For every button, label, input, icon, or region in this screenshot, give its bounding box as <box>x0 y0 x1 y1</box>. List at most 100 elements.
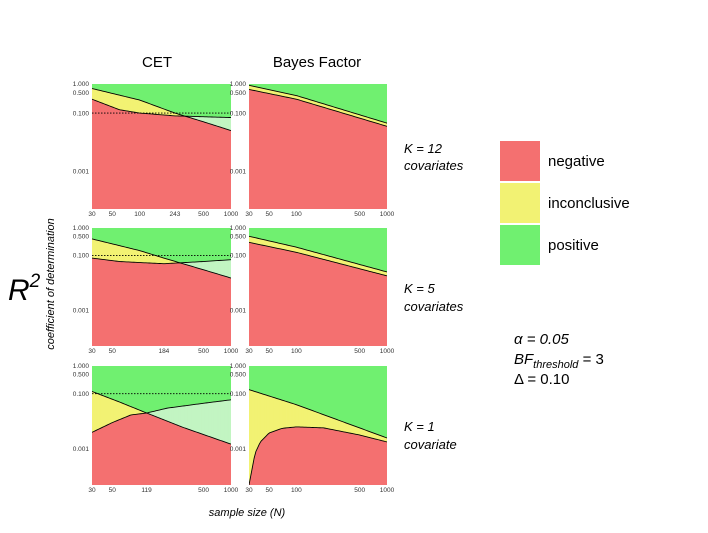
column-header-bayes-factor: Bayes Factor <box>273 54 361 71</box>
boundary-upper <box>249 84 387 124</box>
row-label-k12-line2: covariates <box>404 158 464 173</box>
param-bf-threshold: BFthreshold = 3 <box>514 351 604 371</box>
y-tick-label: 0.500 <box>73 233 90 240</box>
param-bf-subscript: threshold <box>533 359 579 371</box>
y-tick-label: 0.500 <box>73 372 90 379</box>
param-bf-prefix: BF <box>514 351 534 368</box>
decision-regions <box>249 366 387 485</box>
decision-regions <box>92 84 231 209</box>
panel-bayes-k1: 1.000 0.500 0.100 0.001 30 50 100 500 1000 <box>230 363 395 494</box>
region-positive-light <box>228 399 231 445</box>
x-tick-label: 30 <box>245 348 253 355</box>
x-tick-label: 500 <box>354 211 365 218</box>
boundary-lower <box>249 88 387 127</box>
y-axis-symbol-superscript: 2 <box>29 271 41 292</box>
row-label-k5-line2: covariates <box>404 299 464 314</box>
y-tick-label: 0.100 <box>73 391 90 398</box>
boundary-lower <box>249 241 387 277</box>
boundary-lower <box>92 257 231 265</box>
y-tick-label: 0.100 <box>230 391 247 398</box>
y-tick-label: 0.001 <box>73 308 90 315</box>
x-tick-label: 30 <box>245 487 253 494</box>
y-tick-label: 0.001 <box>230 308 247 315</box>
y-tick-label: 0.001 <box>230 446 247 453</box>
x-tick-label: 50 <box>109 211 117 218</box>
boundary-lower <box>92 98 231 119</box>
x-tick-label: 100 <box>291 487 302 494</box>
x-tick-label: 500 <box>354 348 365 355</box>
x-tick-label: 100 <box>291 211 302 218</box>
x-tick-label: 100 <box>291 348 302 355</box>
x-tick-label: 1000 <box>224 348 239 355</box>
legend-swatch-positive <box>500 225 540 265</box>
boundary-lower <box>92 399 231 433</box>
param-bf-value: = 3 <box>578 351 603 368</box>
y-tick-label: 1.000 <box>73 363 90 370</box>
region-negative <box>249 89 387 209</box>
boundary-lower <box>249 426 387 485</box>
y-tick-label: 0.100 <box>230 110 247 117</box>
x-tick-label: 30 <box>245 211 253 218</box>
x-tick-label: 243 <box>169 211 180 218</box>
region-negative <box>249 242 387 346</box>
x-tick-label: 30 <box>88 487 96 494</box>
y-tick-label: 0.100 <box>230 253 247 260</box>
x-tick-label: 50 <box>265 348 273 355</box>
legend-label-inconclusive: inconclusive <box>548 195 630 212</box>
region-positive <box>249 84 387 124</box>
boundary-upper <box>249 235 387 273</box>
y-tick-label: 0.500 <box>230 233 247 240</box>
y-tick-label: 1.000 <box>230 81 247 88</box>
decision-regions <box>249 228 387 346</box>
boundary-upper <box>92 88 231 131</box>
x-tick-label: 500 <box>198 211 209 218</box>
decision-regions <box>92 366 231 485</box>
x-tick-label: 1000 <box>380 211 395 218</box>
x-tick-label: 184 <box>158 348 169 355</box>
region-positive <box>249 228 387 272</box>
y-tick-label: 0.100 <box>73 253 90 260</box>
y-axis-symbol-base: R <box>8 274 30 307</box>
x-tick-label: 1000 <box>380 487 395 494</box>
panel-cet-k1: 1.000 0.500 0.100 0.001 30 50 119 500 1000 <box>73 363 239 494</box>
row-label-k12-line1: K = 12 <box>404 141 443 156</box>
y-tick-label: 0.500 <box>73 90 90 97</box>
region-negative <box>249 426 387 485</box>
x-tick-label: 1000 <box>224 211 239 218</box>
panel-cet-k12: 1.000 0.500 0.100 0.001 30 50 100 243 500 1000 <box>73 81 239 218</box>
boundary-upper <box>92 391 231 445</box>
x-axis-label: sample size (N) <box>209 507 286 519</box>
legend-swatch-inconclusive <box>500 183 540 223</box>
boundary-upper <box>249 389 387 439</box>
y-tick-label: 0.100 <box>73 110 90 117</box>
boundary-upper <box>92 238 231 279</box>
x-tick-label: 50 <box>265 487 273 494</box>
panel-bayes-k12: 1.000 0.500 0.100 0.001 30 50 100 500 1000 <box>230 81 395 218</box>
region-negative <box>92 99 231 209</box>
column-header-cet: CET <box>142 54 172 71</box>
x-tick-label: 100 <box>134 211 145 218</box>
y-tick-label: 0.001 <box>230 168 247 175</box>
y-tick-label: 0.001 <box>73 168 90 175</box>
x-tick-label: 50 <box>109 348 117 355</box>
x-tick-label: 119 <box>141 487 152 494</box>
y-tick-label: 0.500 <box>230 90 247 97</box>
x-tick-label: 500 <box>198 487 209 494</box>
x-tick-label: 50 <box>265 211 273 218</box>
region-positive <box>249 366 387 438</box>
y-tick-label: 0.001 <box>73 446 90 453</box>
legend: negative inconclusive positive <box>500 141 630 265</box>
y-tick-label: 1.000 <box>230 363 247 370</box>
region-positive-light <box>228 259 231 279</box>
row-label-k1-line2: covariate <box>404 437 457 452</box>
legend-label-positive: positive <box>548 237 599 254</box>
x-tick-label: 30 <box>88 348 96 355</box>
region-negative <box>92 258 231 346</box>
decision-regions <box>92 228 231 346</box>
x-tick-label: 500 <box>354 487 365 494</box>
y-tick-label: 1.000 <box>73 225 90 232</box>
y-tick-label: 1.000 <box>73 81 90 88</box>
param-alpha: α = 0.05 <box>514 331 570 348</box>
